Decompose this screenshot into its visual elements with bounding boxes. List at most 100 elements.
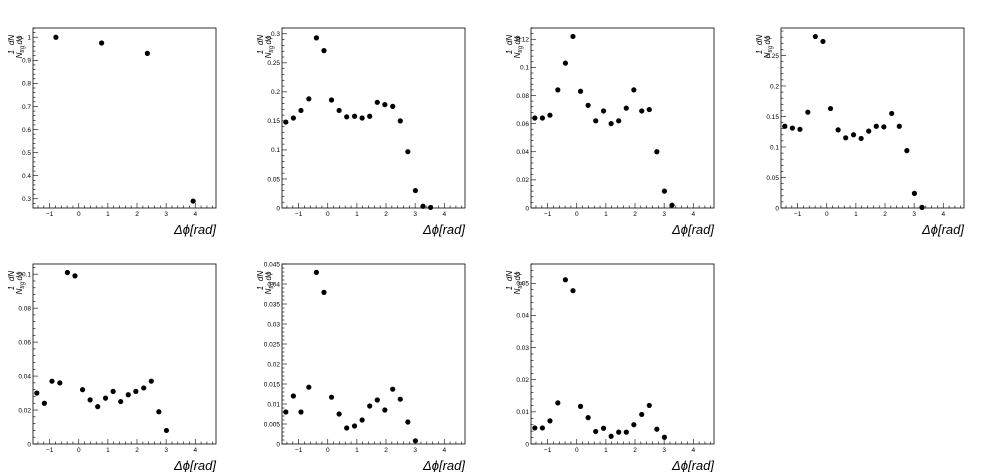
data-point [405,149,411,155]
data-point [397,118,403,124]
x-tick-label: 2 [633,211,637,218]
y-label-one: 1 [505,286,514,290]
data-point [616,118,622,124]
data-point [654,149,660,155]
data-point [843,135,849,141]
data-point [570,288,576,294]
y-tick-label: 0.15 [267,118,280,125]
data-point [600,108,607,114]
y-label-trg: trg [269,45,275,53]
y-label-n-trg: Ntrg [264,45,275,58]
data-point [87,397,93,403]
data-point [919,204,925,210]
data-point [577,403,584,409]
y-tick-label: 0.04 [516,313,529,320]
y-tick-label: 0.03 [267,321,280,328]
data-point [34,390,40,396]
x-axis-label: Δϕ[rad] [422,222,465,237]
y-label-dn: dN [7,271,16,281]
y-label-dphi: dϕ [264,35,273,44]
y-label-dn: dN [256,35,265,45]
y-tick-label: 0 [525,441,529,448]
data-point [562,277,568,283]
data-point [290,393,296,399]
data-point [336,107,342,114]
x-tick-label: 0 [326,211,330,218]
y-tick-label: 0.8 [22,81,31,88]
data-point [344,425,350,431]
data-point [144,50,150,56]
x-tick-label: 2 [633,447,637,454]
y-label-one: 1 [7,286,16,290]
data-point [53,34,59,40]
x-tick-label: 0 [575,211,579,218]
x-tick-label: 2 [384,447,388,454]
y-tick-label: 0.02 [267,361,280,368]
y-label-dphi: dϕ [15,35,24,44]
data-point [896,123,902,129]
plot-frame [32,263,217,445]
data-point [608,433,614,439]
y-tick-label: 0.9 [22,58,31,65]
plot-panel-6: −1 0 1 2 3 4 0 0.005 0.01 0.015 0.02 0.025 0.03 0.035… [256,261,466,472]
y-tick-label: 0.045 [264,261,281,268]
x-axis-label: Δϕ[rad] [671,458,714,472]
y-label-trg: trg [20,45,26,53]
y-tick-label: 0.1 [271,147,280,154]
y-tick-label: 0 [276,205,280,212]
y-tick-label: 0.03 [516,345,529,352]
y-tick-label: 0.6 [22,127,31,134]
y-label-one: 1 [256,286,265,290]
data-point [577,88,584,94]
x-tick-label: 4 [193,211,197,218]
x-tick-label: −1 [544,447,552,454]
data-point [812,33,818,40]
y-tick-label: 0.3 [271,31,280,38]
data-point [390,103,396,109]
data-point [283,409,289,415]
y-tick-label: 0.5 [22,150,31,157]
y-label-trg: trg [518,45,524,53]
plot-panel-7: −1 0 1 2 3 400.010.020.030.040.05Δϕ[rad]1Ntrg… [505,263,715,472]
data-point [405,419,411,425]
data-point [163,427,170,434]
data-point [805,109,811,115]
data-point [367,403,373,409]
y-label-trg: trg [20,281,26,289]
x-tick-label: 3 [164,447,168,454]
y-label-dn: dN [505,35,514,45]
data-point [570,33,576,40]
y-label-dn: dN [7,35,16,45]
plot-frame [32,27,217,209]
data-point [125,392,131,398]
plot-panel-5: −1 0 1 2 3 400.020.040.060.080.1Δϕ[rad]1Ntrgd… [7,263,217,472]
y-tick-label: 0.25 [766,53,779,60]
y-tick-label: 0.02 [516,177,529,184]
data-point [539,115,545,121]
data-point [95,404,101,410]
data-point [344,114,350,120]
data-point [412,438,419,444]
data-point [359,417,365,423]
data-point [858,135,864,142]
x-tick-label: 4 [442,447,446,454]
y-tick-label: 0.02 [18,407,31,414]
y-tick-label: 0.12 [516,37,529,44]
y-tick-label: 0.04 [516,149,529,156]
x-axis-label: Δϕ[rad] [173,222,216,237]
data-point [608,121,614,127]
x-tick-label: 0 [575,447,579,454]
y-label-trg: trg [269,281,275,289]
y-label-n-trg: Ntrg [15,281,26,294]
y-tick-label: 0.05 [766,175,779,182]
x-axis-label: Δϕ[rad] [173,458,216,472]
y-tick-label: 0.2 [271,89,280,96]
data-point [328,394,335,400]
x-tick-label: 3 [413,211,417,218]
data-point [374,397,380,403]
y-tick-label: 0.2 [770,83,779,90]
data-point [321,48,327,54]
data-point [133,388,139,394]
